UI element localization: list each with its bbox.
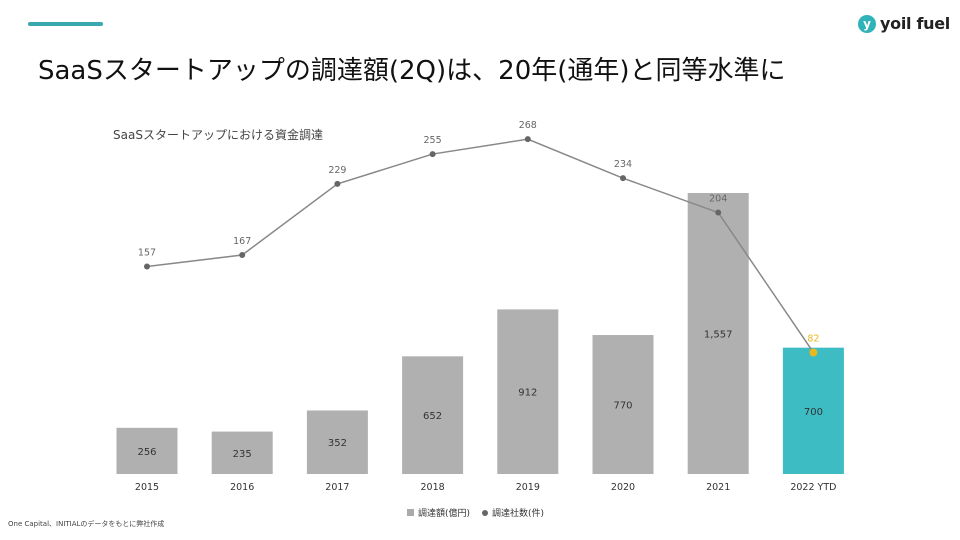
- legend-label-funding: 調達額(億円): [418, 509, 471, 519]
- chart-title: SaaSスタートアップにおける資金調達: [113, 128, 323, 142]
- funding-bar: [402, 356, 464, 474]
- funding-value-label: 1,557: [704, 330, 733, 341]
- companies-line: [146, 138, 815, 353]
- x-tick-label: 2015: [135, 482, 159, 493]
- companies-point: [429, 151, 436, 158]
- slide-title: SaaSスタートアップの調達額(2Q)は、20年(通年)と同等水準に: [38, 56, 786, 86]
- x-tick-label: 2019: [516, 482, 540, 493]
- companies-value-label: 229: [328, 165, 346, 176]
- companies-value-label: 204: [709, 194, 727, 205]
- x-tick-label: 2020: [611, 482, 635, 493]
- companies-point: [715, 209, 722, 216]
- funding-value-label: 700: [804, 407, 823, 418]
- companies-value-label: 234: [614, 159, 632, 170]
- legend-bar-swatch: [407, 509, 414, 516]
- logo-mark-icon: y: [858, 14, 876, 33]
- funding-value-label: 652: [423, 411, 442, 422]
- companies-value-label: 157: [138, 247, 156, 258]
- x-tick-label: 2018: [421, 482, 445, 493]
- legend-label-companies: 調達社数(件): [492, 509, 545, 519]
- funding-bar: [211, 431, 273, 474]
- funding-bar: [782, 347, 844, 474]
- companies-point: [524, 136, 531, 143]
- funding-value-label: 235: [233, 449, 252, 460]
- legend-item-companies: 調達社数(件): [482, 506, 544, 519]
- companies-value-label: 167: [233, 236, 251, 247]
- funding-bar: [497, 309, 559, 474]
- companies-point: [620, 175, 626, 182]
- funding-bar: [116, 427, 178, 474]
- companies-point: [809, 348, 818, 357]
- companies-point: [334, 180, 341, 187]
- source-note: One Capital、INITIALのデータをもとに弊社作成: [8, 520, 165, 528]
- legend-item-funding: 調達額(億円): [407, 506, 470, 519]
- companies-value-label: 268: [519, 120, 537, 131]
- x-tick-label: 2017: [325, 482, 349, 493]
- companies-point: [239, 251, 246, 258]
- x-tick-label: 2022 YTD: [790, 482, 836, 493]
- chart-legend: 調達額(億円) 調達社数(件): [407, 506, 544, 519]
- brand-logo: y yoil fuel: [858, 14, 950, 33]
- funding-value-label: 912: [518, 388, 537, 399]
- funding-bar: [592, 335, 654, 474]
- title-accent-bar: [28, 22, 103, 26]
- companies-value-label: 82: [807, 333, 819, 344]
- legend-dot-swatch: [482, 509, 489, 516]
- x-tick-label: 2016: [230, 482, 254, 493]
- funding-value-label: 770: [613, 401, 632, 412]
- companies-value-label: 255: [424, 135, 442, 146]
- funding-bar: [306, 410, 368, 474]
- funding-value-label: 256: [137, 447, 156, 458]
- funding-bar: [687, 193, 749, 474]
- x-tick-label: 2021: [706, 482, 730, 493]
- companies-point: [144, 263, 150, 270]
- logo-text: yoil fuel: [880, 14, 950, 33]
- funding-value-label: 352: [328, 438, 347, 449]
